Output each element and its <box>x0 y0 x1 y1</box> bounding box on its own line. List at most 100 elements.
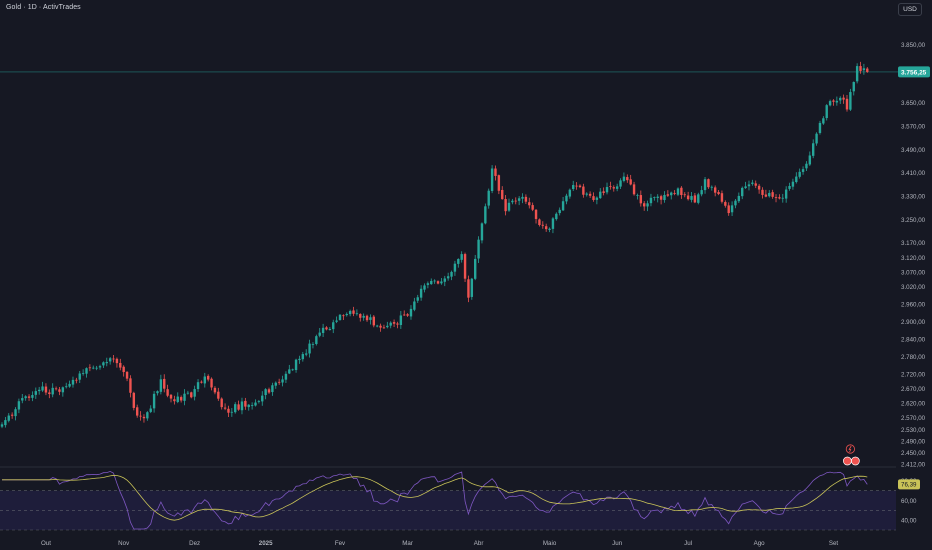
lightning-icon[interactable] <box>845 444 855 454</box>
candle <box>707 179 710 188</box>
candle <box>230 411 234 413</box>
candle <box>670 192 673 196</box>
candle <box>271 385 274 393</box>
candle <box>663 194 666 201</box>
candle <box>754 183 757 186</box>
candle <box>375 325 379 327</box>
candle <box>768 192 771 197</box>
candle <box>511 200 514 203</box>
candle <box>866 68 869 72</box>
x-tick-label: Nov <box>118 540 130 547</box>
price-tick-label: 3.410,00 <box>901 170 926 177</box>
candle <box>159 379 163 392</box>
x-tick-label: Set <box>829 540 839 547</box>
candle <box>105 362 108 364</box>
currency-button[interactable]: USD <box>898 3 922 16</box>
candle <box>534 209 538 219</box>
candle <box>193 389 196 397</box>
last-price-tag <box>898 66 930 78</box>
candle <box>213 387 217 393</box>
candle <box>325 327 328 330</box>
candle <box>369 317 372 320</box>
x-tick-label: Jun <box>612 540 623 547</box>
candle <box>727 205 730 214</box>
candle <box>301 354 305 360</box>
candle <box>223 407 227 409</box>
candle <box>494 168 497 176</box>
price-tick-label: 2.960,00 <box>901 301 926 308</box>
candle <box>210 378 213 388</box>
candle <box>490 168 494 191</box>
candle <box>7 415 10 421</box>
candle <box>757 185 761 190</box>
candle <box>95 367 98 369</box>
candle <box>132 392 136 408</box>
candle <box>713 187 717 193</box>
candle <box>426 283 430 285</box>
candle <box>254 402 257 406</box>
candle <box>764 194 768 197</box>
candle <box>34 391 37 395</box>
candle <box>403 314 406 316</box>
candle <box>152 393 156 409</box>
price-tick-label: 3.330,00 <box>901 194 926 201</box>
price-tick-label: 3.490,00 <box>901 147 926 154</box>
candle <box>643 203 646 207</box>
candle <box>206 375 210 380</box>
candle <box>798 171 801 177</box>
candle <box>335 320 338 322</box>
candle <box>710 186 713 188</box>
candle <box>842 97 845 100</box>
candle <box>146 412 149 419</box>
x-tick-label: Maio <box>543 540 557 547</box>
candle <box>348 311 352 315</box>
candle <box>244 400 247 407</box>
candle <box>778 197 781 199</box>
candle <box>240 401 244 411</box>
candle <box>629 179 632 185</box>
candle <box>653 197 656 198</box>
candle <box>450 271 453 277</box>
candle <box>849 92 852 110</box>
candle <box>622 176 626 181</box>
candle <box>430 280 433 285</box>
candle <box>389 322 392 326</box>
price-tick-label: 3.250,00 <box>901 217 926 224</box>
candle <box>237 404 240 410</box>
candle <box>605 186 609 193</box>
candle <box>409 308 413 317</box>
candle <box>362 315 365 318</box>
candle <box>433 280 436 282</box>
candle <box>21 398 24 401</box>
candle <box>190 392 193 398</box>
candle <box>595 197 599 200</box>
candle <box>558 209 561 214</box>
x-tick-label: Abr <box>474 540 484 547</box>
candle <box>474 258 477 279</box>
candle <box>122 366 125 373</box>
candle <box>71 379 75 385</box>
candle <box>379 325 382 328</box>
candle <box>352 310 355 314</box>
candle <box>419 288 423 298</box>
flag-icon[interactable] <box>843 456 852 466</box>
rsi-line <box>2 470 868 530</box>
candle <box>703 179 707 191</box>
candle <box>78 373 81 380</box>
candle <box>372 316 375 326</box>
candle <box>267 389 271 393</box>
candle <box>392 322 396 324</box>
candle <box>58 389 61 392</box>
candle <box>169 394 173 399</box>
candle <box>48 392 51 394</box>
x-tick-label: Jul <box>684 540 692 547</box>
candle <box>656 196 659 198</box>
price-tick-label: 3.020,00 <box>901 284 926 291</box>
candle <box>318 332 321 336</box>
candle <box>61 387 65 393</box>
candle <box>845 98 849 110</box>
x-tick-label: Fev <box>335 540 346 547</box>
flag-icon[interactable] <box>851 456 860 466</box>
candle <box>284 373 288 380</box>
